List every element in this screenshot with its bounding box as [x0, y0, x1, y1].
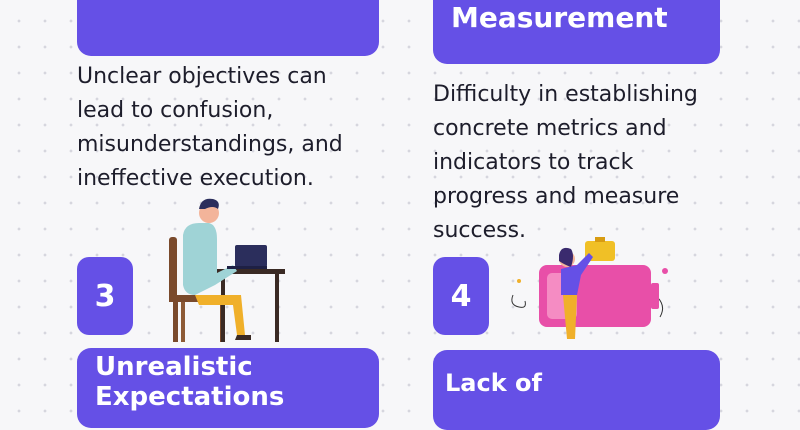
chair-back [169, 237, 177, 302]
section-4-title: Lack of [445, 369, 542, 397]
desk-top [213, 269, 285, 274]
section-3-header-card: Unrealistic Expectations [77, 348, 379, 428]
section-4-number: 4 [450, 278, 472, 314]
section-3-number-badge: 3 [77, 257, 133, 335]
person-with-battery-illustration [511, 237, 668, 339]
section-1-header-card [77, 0, 379, 56]
person-at-laptop-illustration [169, 198, 285, 342]
section-4-header-card: Lack of [433, 350, 720, 430]
laptop-screen [235, 245, 267, 267]
section-2-header-card: Measurement [433, 0, 720, 64]
section-2-description: Difficulty in establishing concrete metr… [433, 82, 698, 243]
laptop-base [227, 266, 267, 269]
section-2-title: Measurement [451, 1, 668, 34]
battery-cell [585, 241, 615, 261]
section-3-title: Unrealistic Expectations [95, 352, 285, 412]
section-4-number-badge: 4 [433, 257, 489, 335]
section-3-number: 3 [94, 278, 116, 314]
section-1-description: Unclear objectives can lead to confusion… [77, 64, 343, 191]
